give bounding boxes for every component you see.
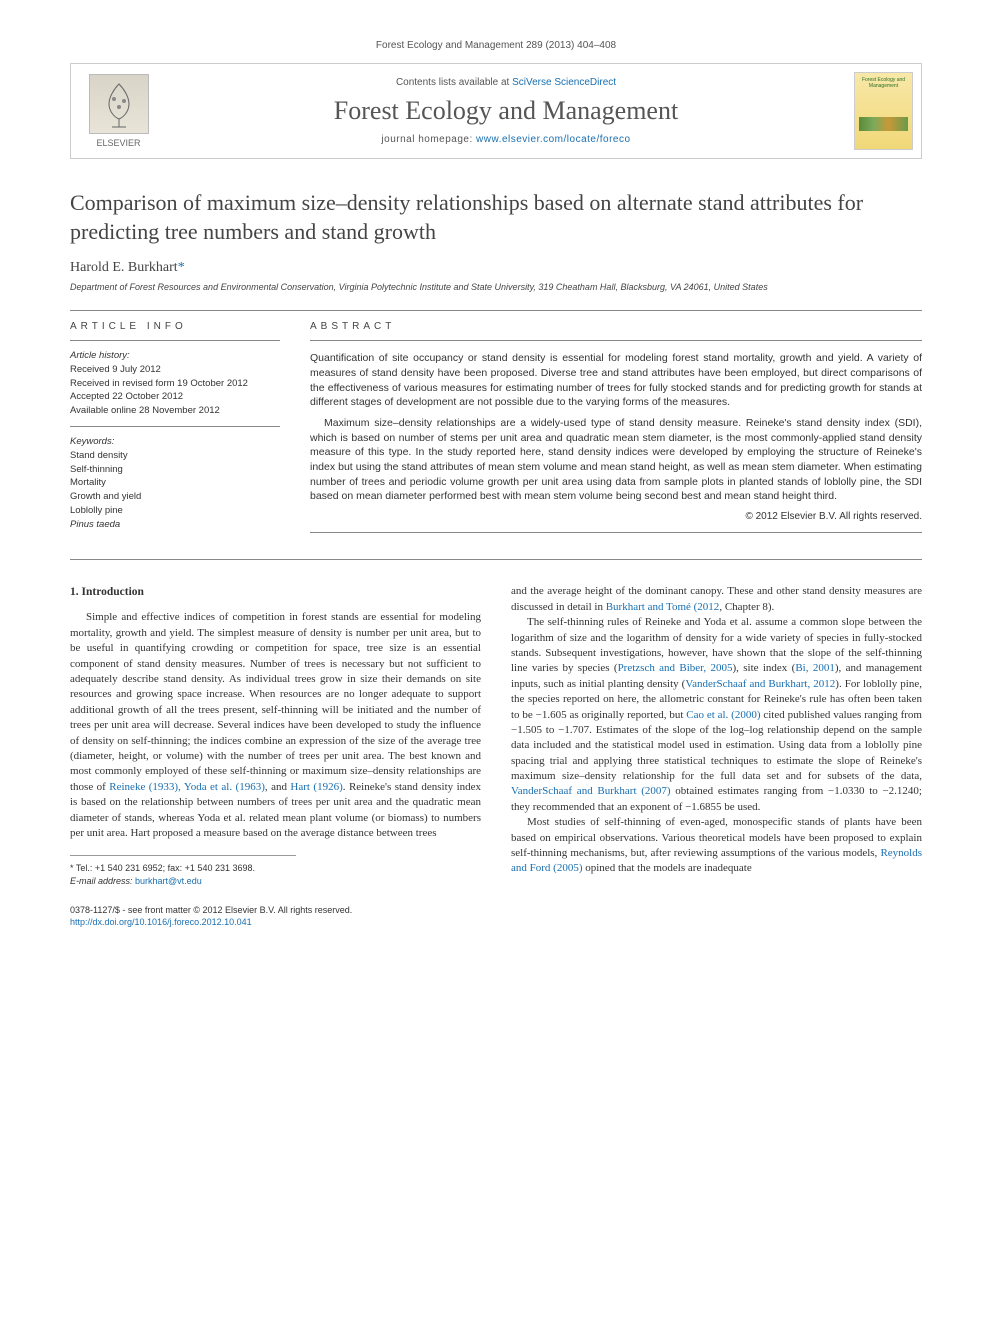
journal-header-box: ELSEVIER Contents lists available at Sci… [70, 63, 922, 159]
abstract-bottom-divider [310, 532, 922, 533]
article-info-col: ARTICLE INFO Article history: Received 9… [70, 311, 280, 539]
footer-block: 0378-1127/$ - see front matter © 2012 El… [70, 904, 922, 929]
accepted-date: Accepted 22 October 2012 [70, 390, 280, 404]
citation-link[interactable]: VanderSchaaf and Burkhart, 2012 [685, 678, 835, 690]
footer-issn: 0378-1127/$ - see front matter © 2012 El… [70, 904, 922, 917]
info-abstract-row: ARTICLE INFO Article history: Received 9… [70, 311, 922, 539]
footnote-tel: * Tel.: +1 540 231 6952; fax: +1 540 231… [70, 862, 296, 875]
corresponding-author-marker[interactable]: * [178, 260, 185, 275]
received-date: Received 9 July 2012 [70, 363, 280, 377]
keyword-item: Pinus taeda [70, 518, 280, 532]
keyword-item: Growth and yield [70, 490, 280, 504]
citation-link[interactable]: VanderSchaaf and Burkhart (2007) [511, 785, 671, 797]
article-history-block: Article history: Received 9 July 2012 Re… [70, 341, 280, 426]
email-link[interactable]: burkhart@vt.edu [135, 876, 202, 886]
journal-cover-block: Forest Ecology and Management [846, 64, 921, 158]
keyword-item: Stand density [70, 449, 280, 463]
body-paragraph: Simple and effective indices of competit… [70, 610, 481, 841]
keyword-item: Mortality [70, 476, 280, 490]
body-paragraph: and the average height of the dominant c… [511, 584, 922, 615]
cover-trees-art [859, 117, 908, 131]
divider-mid [70, 559, 922, 560]
keyword-item: Self-thinning [70, 463, 280, 477]
cover-title-text: Forest Ecology and Management [855, 73, 912, 89]
body-col-right: and the average height of the dominant c… [511, 584, 922, 887]
abstract-heading: ABSTRACT [310, 311, 922, 341]
keywords-label: Keywords: [70, 435, 280, 449]
body-paragraph: Most studies of self-thinning of even-ag… [511, 815, 922, 877]
abstract-body: Quantification of site occupancy or stan… [310, 341, 922, 524]
article-info-heading: ARTICLE INFO [70, 311, 280, 341]
body-columns: 1. Introduction Simple and effective ind… [70, 584, 922, 887]
publisher-logo-block: ELSEVIER [71, 64, 166, 158]
keyword-item: Loblolly pine [70, 504, 280, 518]
citation-link[interactable]: Burkhart and Tomé (2012 [606, 601, 720, 613]
elsevier-tree-icon [89, 74, 149, 134]
citation-link[interactable]: Reineke (1933), Yoda et al. (1963) [109, 781, 265, 793]
contents-prefix: Contents lists available at [396, 77, 512, 88]
journal-homepage-line: journal homepage: www.elsevier.com/locat… [381, 134, 630, 145]
top-citation: Forest Ecology and Management 289 (2013)… [70, 40, 922, 51]
citation-link[interactable]: Cao et al. (2000) [686, 709, 760, 721]
online-date: Available online 28 November 2012 [70, 404, 280, 418]
footnote-block: * Tel.: +1 540 231 6952; fax: +1 540 231… [70, 855, 296, 887]
section-heading: 1. Introduction [70, 584, 481, 600]
revised-date: Received in revised form 19 October 2012 [70, 377, 280, 391]
keywords-block: Keywords: Stand density Self-thinning Mo… [70, 427, 280, 539]
footer-doi-link[interactable]: http://dx.doi.org/10.1016/j.foreco.2012.… [70, 916, 922, 929]
citation-link[interactable]: Hart (1926) [290, 781, 342, 793]
header-center: Contents lists available at SciVerse Sci… [166, 64, 846, 158]
publisher-name: ELSEVIER [96, 138, 140, 148]
abstract-paragraph: Quantification of site occupancy or stan… [310, 351, 922, 410]
page-container: Forest Ecology and Management 289 (2013)… [0, 0, 992, 969]
footnote-email-line: E-mail address: burkhart@vt.edu [70, 875, 296, 888]
author-name: Harold E. Burkhart [70, 260, 178, 275]
article-title: Comparison of maximum size–density relat… [70, 189, 922, 246]
email-label: E-mail address: [70, 876, 135, 886]
history-label: Article history: [70, 349, 280, 363]
author-line: Harold E. Burkhart* [70, 260, 922, 276]
abstract-col: ABSTRACT Quantification of site occupanc… [310, 311, 922, 539]
body-col-left: 1. Introduction Simple and effective ind… [70, 584, 481, 887]
abstract-paragraph: Maximum size–density relationships are a… [310, 416, 922, 504]
affiliation: Department of Forest Resources and Envir… [70, 282, 922, 292]
homepage-prefix: journal homepage: [381, 134, 476, 145]
contents-available-line: Contents lists available at SciVerse Sci… [396, 77, 616, 88]
abstract-copyright: © 2012 Elsevier B.V. All rights reserved… [310, 510, 922, 524]
homepage-link[interactable]: www.elsevier.com/locate/foreco [476, 134, 631, 145]
journal-name: Forest Ecology and Management [334, 96, 678, 126]
journal-cover-icon: Forest Ecology and Management [854, 72, 913, 150]
sciencedirect-link[interactable]: SciVerse ScienceDirect [512, 77, 616, 88]
body-paragraph: The self-thinning rules of Reineke and Y… [511, 615, 922, 815]
citation-link[interactable]: Bi, 2001 [795, 662, 835, 674]
citation-link[interactable]: Pretzsch and Biber, 2005 [618, 662, 733, 674]
